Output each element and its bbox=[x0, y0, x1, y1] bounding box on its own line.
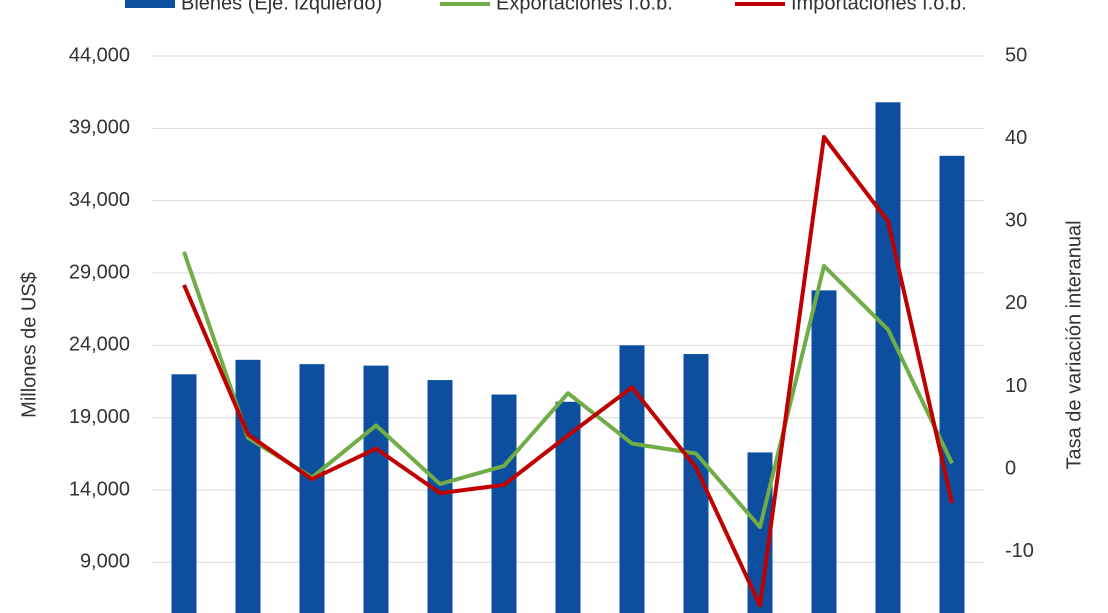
bar bbox=[491, 394, 517, 613]
y-tick-label: 24,000 bbox=[69, 334, 130, 356]
legend-label: Exportaciones f.o.b. bbox=[496, 0, 673, 14]
bar bbox=[427, 380, 453, 613]
legend-label: Bienes (Eje. izquierdo) bbox=[181, 0, 382, 14]
y-tick-label: 44,000 bbox=[69, 44, 130, 66]
y2-tick-label: -10 bbox=[1005, 540, 1034, 562]
legend-label: Importaciones f.o.b. bbox=[791, 0, 967, 14]
y-tick-label: 34,000 bbox=[69, 189, 130, 211]
y2-tick-label: 20 bbox=[1005, 292, 1027, 314]
bar bbox=[299, 364, 325, 613]
bar bbox=[875, 102, 901, 613]
y-tick-label: 14,000 bbox=[69, 478, 130, 500]
bar bbox=[363, 365, 389, 613]
y-tick-label: 29,000 bbox=[69, 261, 130, 283]
y2-axis-title: Tasa de variación interanual bbox=[1063, 220, 1085, 469]
y-axis-title: Millones de US$ bbox=[18, 272, 40, 418]
y2-tick-label: 40 bbox=[1005, 127, 1027, 149]
legend-swatch bbox=[125, 0, 175, 8]
y2-tick-label: 50 bbox=[1005, 44, 1027, 66]
line bbox=[182, 134, 954, 608]
bar bbox=[811, 290, 837, 613]
y-tick-label: 9,000 bbox=[80, 551, 130, 573]
y2-tick-label: 30 bbox=[1005, 210, 1027, 232]
y-tick-label: 39,000 bbox=[69, 117, 130, 139]
bar bbox=[235, 359, 261, 613]
bar bbox=[171, 374, 197, 613]
y2-tick-label: 0 bbox=[1005, 457, 1016, 479]
y2-tick-label: 10 bbox=[1005, 375, 1027, 397]
bar bbox=[939, 155, 965, 613]
y-tick-label: 19,000 bbox=[69, 406, 130, 428]
